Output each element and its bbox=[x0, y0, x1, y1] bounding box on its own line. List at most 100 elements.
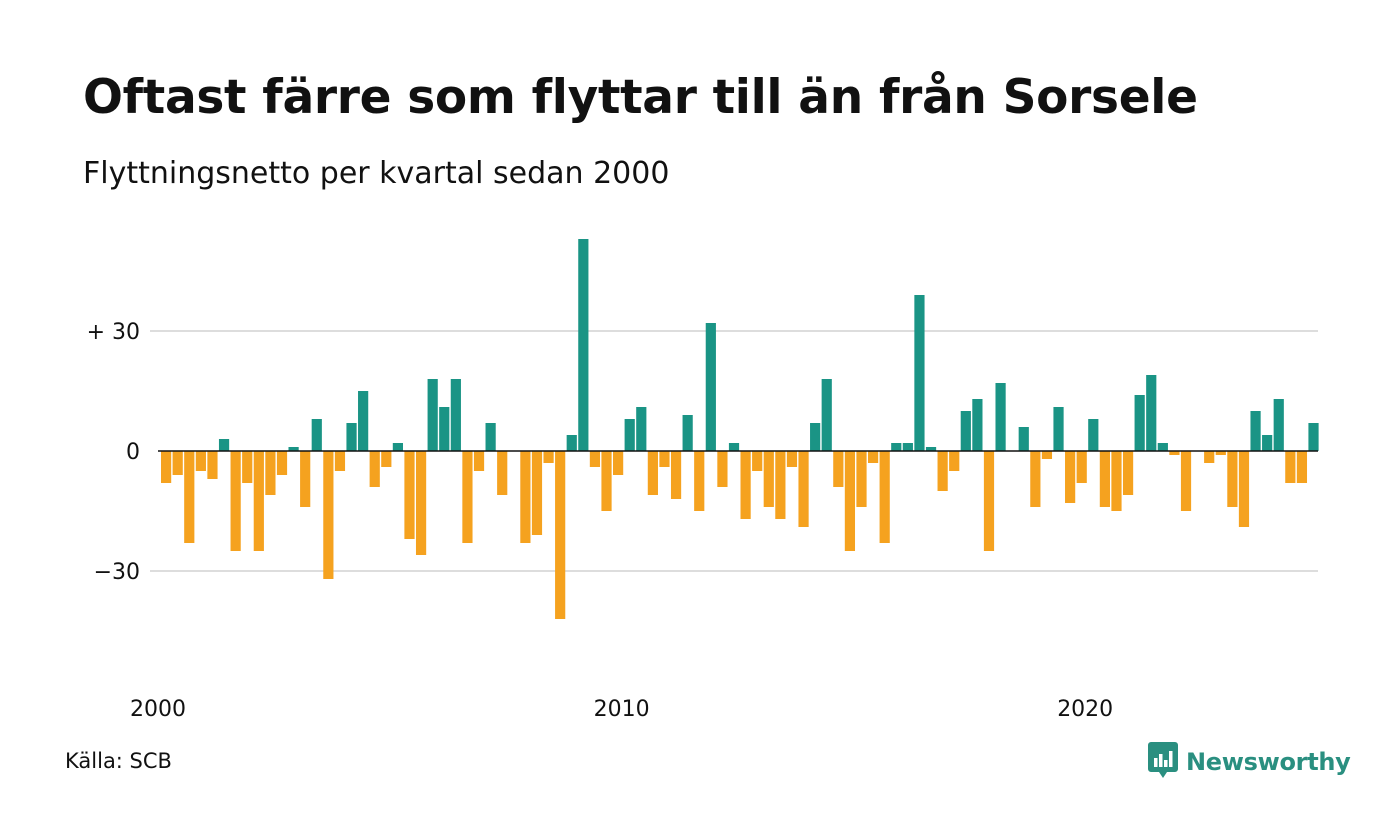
bar[interactable] bbox=[1204, 451, 1215, 463]
bar[interactable] bbox=[555, 451, 566, 619]
bar[interactable] bbox=[786, 451, 798, 467]
bar[interactable] bbox=[172, 451, 183, 475]
bar[interactable] bbox=[184, 451, 195, 543]
bar[interactable] bbox=[1018, 427, 1029, 451]
bar[interactable] bbox=[1088, 419, 1099, 451]
bar[interactable] bbox=[867, 451, 879, 463]
bar[interactable] bbox=[740, 451, 751, 519]
bar[interactable] bbox=[323, 451, 334, 579]
brand-logo[interactable]: Newsworthy bbox=[1148, 742, 1351, 782]
bar[interactable] bbox=[566, 435, 577, 451]
bar[interactable] bbox=[1169, 451, 1180, 455]
bar[interactable] bbox=[613, 451, 624, 475]
bar[interactable] bbox=[195, 451, 206, 471]
bar[interactable] bbox=[334, 451, 346, 471]
bar[interactable] bbox=[763, 451, 774, 507]
bar[interactable] bbox=[810, 423, 821, 451]
bar[interactable] bbox=[752, 451, 763, 471]
bar[interactable] bbox=[960, 411, 971, 451]
bar[interactable] bbox=[242, 451, 253, 483]
bar[interactable] bbox=[902, 443, 913, 451]
bar[interactable] bbox=[311, 419, 322, 451]
bar[interactable] bbox=[728, 443, 740, 451]
bar[interactable] bbox=[1122, 451, 1134, 495]
bar[interactable] bbox=[821, 379, 832, 451]
bar[interactable] bbox=[404, 451, 415, 539]
bar[interactable] bbox=[1076, 451, 1087, 483]
bar[interactable] bbox=[427, 379, 438, 451]
bar[interactable] bbox=[1308, 423, 1319, 451]
bar[interactable] bbox=[949, 451, 960, 471]
bar[interactable] bbox=[1273, 399, 1284, 451]
bar[interactable] bbox=[276, 451, 288, 475]
bar[interactable] bbox=[1134, 395, 1145, 451]
source-label: Källa: SCB bbox=[65, 749, 172, 773]
bar[interactable] bbox=[1099, 451, 1110, 507]
bar[interactable] bbox=[439, 407, 450, 451]
bar[interactable] bbox=[531, 451, 543, 535]
bar[interactable] bbox=[1250, 411, 1261, 451]
bar[interactable] bbox=[995, 383, 1006, 451]
bar[interactable] bbox=[1065, 451, 1076, 503]
bar[interactable] bbox=[624, 419, 635, 451]
bar[interactable] bbox=[636, 407, 647, 451]
bar[interactable] bbox=[392, 443, 403, 451]
bar[interactable] bbox=[1157, 443, 1168, 451]
bar[interactable] bbox=[1180, 451, 1192, 511]
bar[interactable] bbox=[497, 451, 508, 495]
bar[interactable] bbox=[1285, 451, 1296, 483]
bar[interactable] bbox=[346, 423, 357, 451]
bar[interactable] bbox=[798, 451, 809, 527]
y-tick-label: 0 bbox=[126, 440, 140, 465]
bar[interactable] bbox=[705, 323, 716, 451]
bar[interactable] bbox=[415, 451, 427, 555]
bar[interactable] bbox=[1111, 451, 1122, 511]
bar[interactable] bbox=[369, 451, 380, 487]
bar[interactable] bbox=[647, 451, 658, 495]
bar[interactable] bbox=[589, 451, 601, 467]
bar[interactable] bbox=[473, 451, 485, 471]
bar[interactable] bbox=[218, 439, 230, 451]
bar[interactable] bbox=[485, 423, 496, 451]
bar[interactable] bbox=[717, 451, 728, 487]
bar[interactable] bbox=[265, 451, 276, 495]
bar[interactable] bbox=[288, 447, 299, 451]
bar[interactable] bbox=[1030, 451, 1041, 507]
bar[interactable] bbox=[1053, 407, 1064, 451]
bar[interactable] bbox=[983, 451, 995, 551]
bar[interactable] bbox=[925, 447, 937, 451]
bar[interactable] bbox=[1262, 435, 1273, 451]
bar[interactable] bbox=[230, 451, 241, 551]
bar[interactable] bbox=[670, 451, 682, 499]
bar[interactable] bbox=[972, 399, 983, 451]
bar[interactable] bbox=[358, 391, 369, 451]
bar[interactable] bbox=[207, 451, 218, 479]
bar[interactable] bbox=[891, 443, 902, 451]
bar[interactable] bbox=[462, 451, 473, 543]
bar[interactable] bbox=[659, 451, 670, 467]
bar[interactable] bbox=[682, 415, 693, 451]
bar[interactable] bbox=[450, 379, 461, 451]
bar[interactable] bbox=[1041, 451, 1053, 459]
bar[interactable] bbox=[833, 451, 844, 487]
bar[interactable] bbox=[543, 451, 554, 463]
bar[interactable] bbox=[1296, 451, 1308, 483]
bar[interactable] bbox=[844, 451, 856, 551]
bar[interactable] bbox=[300, 451, 311, 507]
bar[interactable] bbox=[520, 451, 531, 543]
bar[interactable] bbox=[694, 451, 705, 511]
bar[interactable] bbox=[937, 451, 948, 491]
bar[interactable] bbox=[914, 295, 925, 451]
bar[interactable] bbox=[381, 451, 392, 467]
bar[interactable] bbox=[1238, 451, 1250, 527]
bar[interactable] bbox=[161, 451, 172, 483]
bar[interactable] bbox=[879, 451, 890, 543]
bar[interactable] bbox=[578, 239, 589, 451]
bar[interactable] bbox=[1215, 451, 1226, 455]
bar[interactable] bbox=[1227, 451, 1238, 507]
bar[interactable] bbox=[775, 451, 786, 519]
bar[interactable] bbox=[601, 451, 612, 511]
bar[interactable] bbox=[856, 451, 867, 507]
bar[interactable] bbox=[1146, 375, 1157, 451]
bar[interactable] bbox=[253, 451, 264, 551]
